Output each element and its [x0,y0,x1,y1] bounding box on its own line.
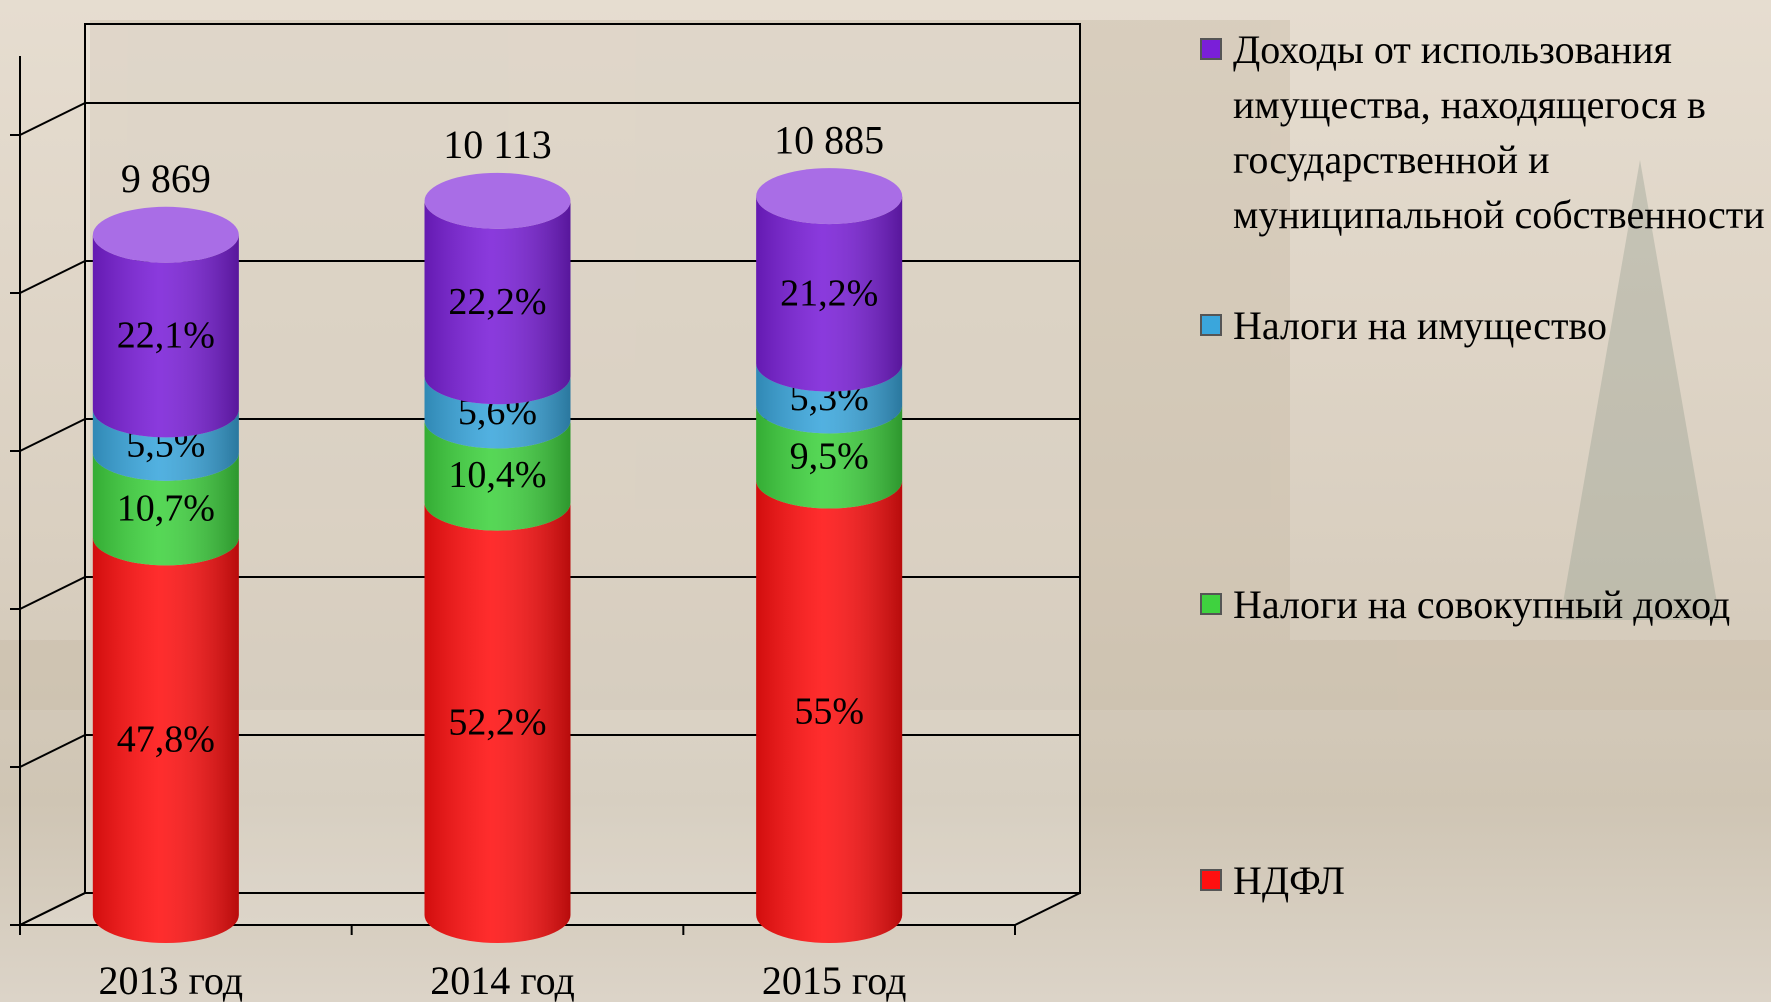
x-tick-label: 2015 год [762,958,907,1002]
legend-label: Налоги на совокупный доход [1233,582,1731,627]
data-label: 9,5% [790,435,869,477]
legend-label: Доходы от использования имущества, наход… [1233,27,1765,237]
legend-label: Налоги на имущество [1233,303,1608,348]
side-grid-line [19,260,86,294]
data-label: 47,8% [117,719,215,761]
data-label: 21,2% [780,272,878,314]
data-label: 10,7% [117,488,215,530]
legend-swatch [1200,869,1222,891]
segment-shade [756,405,903,509]
segment-shade [92,537,239,943]
segment-shade [424,376,571,449]
legend-swatch [1200,593,1222,615]
data-label: 22,2% [448,281,546,323]
x-tick-label: 2013 год [99,958,244,1002]
data-label: 55% [794,690,864,732]
segment-shade [92,452,239,566]
data-label: 52,2% [448,701,546,743]
segment-shade [756,363,903,434]
cylinder-top [756,168,903,225]
x-tick-label: 2014 год [430,958,575,1002]
cylinder-top [424,172,571,229]
legend-label: НДФЛ [1233,858,1345,903]
data-label: 22,1% [117,315,215,357]
side-grid-line [19,892,86,926]
data-label: 10,4% [448,454,546,496]
side-grid-line [19,734,86,768]
segment-shade [92,409,239,481]
segment-shade [92,234,239,438]
segment-shade [424,420,571,531]
segment-shade [756,480,903,944]
total-label: 10 113 [443,122,552,167]
cylinder-top [92,206,239,263]
side-grid-line [19,102,86,136]
segment-shade [424,200,571,405]
segment-shade [424,502,571,944]
legend-swatch [1200,38,1222,60]
total-label: 10 885 [774,117,884,162]
legend-swatch [1200,314,1222,336]
side-grid-line [19,418,86,452]
segment-shade [756,196,903,392]
total-label: 9 869 [121,156,211,201]
side-grid-line [19,576,86,610]
back-wall [84,23,1081,894]
